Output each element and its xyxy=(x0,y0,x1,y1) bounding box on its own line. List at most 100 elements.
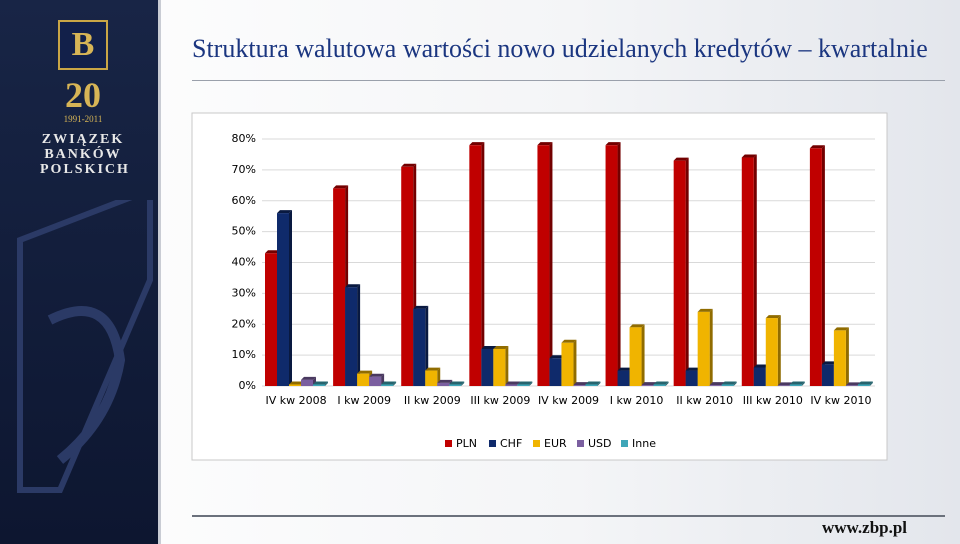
bar-top xyxy=(413,305,429,309)
logo: B xyxy=(58,20,108,70)
bar-top xyxy=(401,163,417,167)
y-tick-label: 70% xyxy=(232,163,256,176)
bar-top xyxy=(469,142,485,146)
bar-top xyxy=(585,381,601,385)
bar-side xyxy=(845,327,849,386)
bar-top xyxy=(493,345,509,349)
bar-top xyxy=(833,327,849,331)
bar-side xyxy=(289,210,292,386)
bar-top xyxy=(821,361,837,365)
bar-top xyxy=(673,157,689,161)
bar-top xyxy=(641,382,657,386)
legend-label: Inne xyxy=(632,437,656,450)
bar xyxy=(809,148,822,386)
bar xyxy=(301,379,313,386)
legend-label: EUR xyxy=(544,437,567,450)
y-tick-label: 30% xyxy=(232,286,256,299)
bar-top xyxy=(845,382,861,386)
x-tick-label: I kw 2010 xyxy=(610,394,664,407)
bar-top xyxy=(789,381,805,385)
bar-side xyxy=(685,157,689,386)
x-tick-label: IV kw 2010 xyxy=(810,394,871,407)
bar-top xyxy=(605,142,621,146)
bar-side xyxy=(869,381,873,386)
bar-top xyxy=(265,250,280,254)
bar-side xyxy=(801,381,805,386)
bar-side xyxy=(505,345,509,386)
bar xyxy=(437,382,450,386)
decor xyxy=(17,200,153,493)
bar-top xyxy=(777,382,793,386)
bar-side xyxy=(665,381,669,386)
y-tick-label: 80% xyxy=(232,132,256,145)
bar-side xyxy=(709,308,713,386)
bar xyxy=(481,348,494,386)
bar-top xyxy=(573,382,589,386)
bar-top xyxy=(765,315,781,319)
bar-top xyxy=(357,370,373,374)
bar-side xyxy=(425,305,429,386)
bar xyxy=(537,145,550,386)
sidebar: B 20 1991-2011 ZWIĄZEK BANKÓW POLSKICH xyxy=(0,0,161,544)
bar-top xyxy=(517,381,533,385)
bar-side xyxy=(641,324,645,386)
bar-top xyxy=(721,381,737,385)
bar-side xyxy=(461,381,465,386)
bar-top xyxy=(741,154,757,158)
y-tick-label: 10% xyxy=(232,348,256,361)
legend-swatch xyxy=(533,440,540,447)
legend-swatch xyxy=(489,440,496,447)
bar xyxy=(425,370,438,386)
bar-side xyxy=(549,142,553,386)
org-line: POLSKICH xyxy=(40,162,130,177)
bar-top xyxy=(709,382,725,386)
bar-top xyxy=(685,367,701,371)
bar xyxy=(617,370,630,386)
bar xyxy=(333,188,346,386)
bar-side xyxy=(573,339,577,386)
years: 1991-2011 xyxy=(63,114,103,124)
bar-side xyxy=(393,381,397,386)
bar xyxy=(381,384,394,386)
bar-side xyxy=(733,381,737,386)
bar xyxy=(493,348,506,386)
bar-top xyxy=(753,364,769,368)
bar xyxy=(313,384,325,386)
bar-top xyxy=(437,379,453,383)
bar xyxy=(833,330,846,386)
x-tick-label: II kw 2009 xyxy=(404,394,461,407)
bar xyxy=(517,384,530,386)
footer-url: www.zbp.pl xyxy=(822,518,908,537)
bar xyxy=(357,373,370,386)
bar xyxy=(641,385,654,386)
bar-side xyxy=(325,381,328,386)
rule xyxy=(192,80,945,81)
bar-top xyxy=(381,381,397,385)
bar xyxy=(629,327,642,386)
x-tick-label: III kw 2010 xyxy=(743,394,803,407)
bar-top xyxy=(289,381,304,385)
bar xyxy=(709,385,722,386)
bar xyxy=(505,384,518,386)
bar xyxy=(789,384,802,386)
bar-side xyxy=(597,381,601,386)
bar-side xyxy=(357,284,361,386)
bar-side xyxy=(617,142,621,386)
bar-top xyxy=(629,324,645,328)
bar xyxy=(369,376,382,386)
bar xyxy=(857,384,870,386)
bar xyxy=(721,384,734,386)
bar-top xyxy=(697,308,713,312)
bar-top xyxy=(537,142,553,146)
x-tick-label: I kw 2009 xyxy=(337,394,391,407)
bar-top xyxy=(425,367,441,371)
bar xyxy=(277,213,289,386)
bar-side xyxy=(753,154,757,386)
bar xyxy=(765,318,778,386)
title: Struktura walutowa wartości nowo udziela… xyxy=(192,34,928,63)
bar xyxy=(697,311,710,386)
bar xyxy=(585,384,598,386)
bar-top xyxy=(449,381,465,385)
y-tick-label: 50% xyxy=(232,225,256,238)
